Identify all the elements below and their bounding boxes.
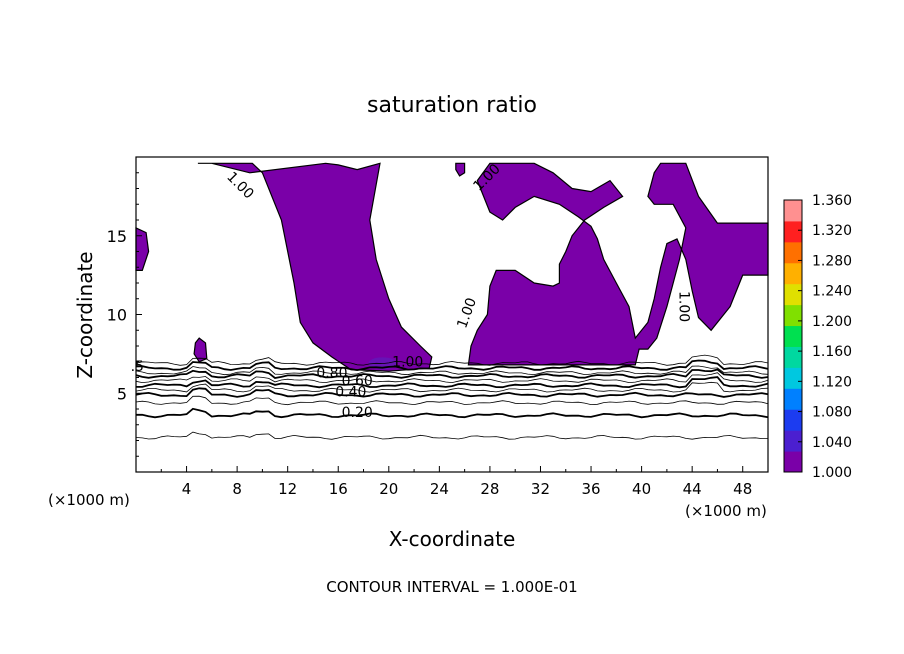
contour-line-1 bbox=[135, 359, 769, 372]
saturated-region-1 bbox=[467, 162, 769, 366]
contour-label-9: .5 bbox=[131, 359, 144, 375]
colorbar-swatch bbox=[784, 346, 802, 368]
colorbar-swatch bbox=[784, 430, 802, 452]
colorbar-frame bbox=[783, 199, 803, 473]
x-unit-right: (×1000 m) bbox=[685, 502, 767, 520]
contour-line-0 bbox=[135, 354, 769, 366]
contour-line-4 bbox=[135, 372, 769, 384]
colorbar-tick-label: 1.040 bbox=[812, 435, 852, 451]
x-tick-label: 32 bbox=[531, 480, 550, 498]
x-tick-label: 16 bbox=[329, 480, 348, 498]
contour-line-6 bbox=[135, 381, 769, 393]
contour-label-3: 1.00 bbox=[676, 291, 692, 322]
colorbar-swatch bbox=[784, 200, 802, 222]
y-tick-label: 10 bbox=[107, 306, 127, 325]
colorbar-swatch bbox=[784, 304, 802, 327]
x-tick-label: 28 bbox=[480, 480, 499, 498]
x-tick-label: 4 bbox=[182, 480, 192, 498]
y-tick-label: 15 bbox=[107, 227, 127, 246]
contour-label-5: 0.80 bbox=[316, 366, 347, 382]
x-tick-label: 48 bbox=[733, 480, 752, 498]
contour-label-4: 1.00 bbox=[392, 354, 423, 370]
colorbar-tick-label: 1.000 bbox=[812, 465, 852, 481]
plot-area: 1.00 1.001.00 1.001.000.800.600.400.20.5 4… bbox=[107, 156, 769, 498]
contour-label-8: 0.20 bbox=[342, 405, 373, 421]
y-axis-label: Z-coordinate bbox=[73, 251, 97, 378]
x-axis-label: X-coordinate bbox=[389, 527, 516, 551]
x-axis-ticks: 4 8 12 16 20 24 28 32 36 40 44 48 bbox=[160, 466, 752, 498]
colorbar-swatch bbox=[784, 388, 802, 410]
colorbar-tick-label: 1.240 bbox=[812, 284, 852, 300]
colorbar-swatch bbox=[784, 241, 802, 264]
x-tick-label: 12 bbox=[278, 480, 297, 498]
contour-line-10 bbox=[135, 431, 768, 440]
colorbar-swatch bbox=[784, 367, 802, 389]
colorbar-swatch bbox=[784, 409, 802, 431]
x-tick-label: 24 bbox=[430, 480, 449, 498]
contour-line-3 bbox=[135, 368, 769, 379]
colorbar: 1.360 1.320 1.280 1.240 1.200 1.160 1.120 1.080… bbox=[783, 193, 852, 481]
contour-line-8 bbox=[135, 395, 769, 406]
contour-label-6: 0.60 bbox=[342, 373, 373, 389]
colorbar-tick-label: 1.320 bbox=[812, 223, 852, 239]
contour-line-5 bbox=[136, 376, 769, 389]
colorbar-tick-label: 1.360 bbox=[812, 193, 852, 209]
colorbar-swatch bbox=[784, 451, 802, 473]
x-tick-label: 8 bbox=[232, 480, 242, 498]
contour-interval-footer: CONTOUR INTERVAL = 1.000E-01 bbox=[326, 578, 577, 596]
colorbar-tick-label: 1.080 bbox=[812, 405, 852, 421]
contour-line-9 bbox=[136, 407, 769, 419]
y-tick-label: 5 bbox=[117, 384, 127, 403]
x-tick-label: 36 bbox=[581, 480, 600, 498]
colorbar-tick-label: 1.280 bbox=[812, 253, 852, 269]
colorbar-tick-label: 1.160 bbox=[812, 344, 852, 360]
colorbar-swatch bbox=[784, 220, 802, 243]
y-axis-ticks: 5 10 15 bbox=[107, 172, 142, 457]
contour-label-7: 0.40 bbox=[335, 384, 366, 400]
x-tick-label: 44 bbox=[683, 480, 702, 498]
contour-lines bbox=[135, 354, 769, 440]
contour-line-2 bbox=[135, 365, 769, 376]
colorbar-tick-label: 1.120 bbox=[812, 374, 852, 390]
saturated-region-4 bbox=[455, 162, 466, 177]
colorbar-swatch bbox=[784, 262, 802, 285]
x-tick-label: 20 bbox=[379, 480, 398, 498]
contour-line-7 bbox=[135, 387, 769, 398]
colorbar-swatch bbox=[784, 325, 802, 347]
x-tick-label: 40 bbox=[632, 480, 651, 498]
colorbar-tick-label: 1.200 bbox=[812, 314, 852, 330]
chart-title: saturation ratio bbox=[367, 93, 537, 118]
colorbar-swatch bbox=[784, 283, 802, 306]
saturated-region-0 bbox=[197, 162, 433, 372]
x-unit-left: (×1000 m) bbox=[48, 491, 130, 509]
